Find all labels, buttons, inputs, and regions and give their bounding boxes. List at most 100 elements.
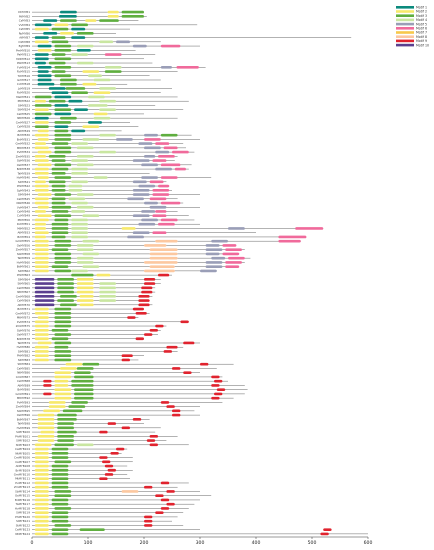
motif-box xyxy=(160,481,170,485)
motif-box xyxy=(54,95,72,99)
motif-box xyxy=(54,133,72,137)
protein-label: PtMYB22 xyxy=(18,99,31,103)
motif-box xyxy=(34,295,55,298)
protein-row: CaMYB66 xyxy=(17,286,156,290)
motif-box xyxy=(54,65,72,69)
protein-label: CmMYB87 xyxy=(16,375,30,379)
motif-box xyxy=(51,328,69,332)
motif-box xyxy=(160,507,170,510)
motif-box xyxy=(183,341,195,345)
motif-box xyxy=(107,422,116,425)
motif-box xyxy=(104,464,114,468)
motif-box xyxy=(180,320,189,324)
motif-box xyxy=(76,278,94,281)
motif-box xyxy=(37,413,55,417)
protein-label: TaMYB117 xyxy=(15,502,31,506)
protein-row: AtMYB29 xyxy=(17,129,122,133)
motif-box xyxy=(71,180,88,184)
motif-box xyxy=(60,295,77,298)
motif-box xyxy=(34,345,49,349)
motif-box xyxy=(51,222,69,226)
motif-box xyxy=(160,65,172,69)
motif-box xyxy=(88,104,108,107)
protein-label: BrMYB90 xyxy=(17,388,30,392)
protein-row: PhMYB82 xyxy=(17,354,144,358)
motif-box xyxy=(60,303,77,307)
protein-label: PhMYB63 xyxy=(17,273,30,277)
motif-box xyxy=(51,265,69,268)
motif-box xyxy=(127,197,144,201)
motif-box xyxy=(57,299,74,302)
motif-box xyxy=(166,405,175,408)
motif-box xyxy=(51,205,72,209)
motif-box xyxy=(71,273,94,277)
protein-row: OsMYB37 xyxy=(17,163,192,167)
motif-box xyxy=(54,388,72,391)
x-tick-label: 500 xyxy=(308,540,317,546)
motif-box xyxy=(88,95,105,99)
motif-box xyxy=(54,490,72,493)
protein-label: ZmMYB35 xyxy=(16,154,30,158)
motif-box xyxy=(51,227,69,230)
motif-box xyxy=(71,129,86,133)
protein-row: CcMYB18 xyxy=(17,82,128,86)
protein-row: BdMYB78 xyxy=(17,337,144,341)
motif-box xyxy=(74,108,88,112)
motif-box xyxy=(54,350,72,353)
motif-box xyxy=(34,36,49,39)
protein-row: PvMYB34 xyxy=(17,150,195,154)
motif-box xyxy=(121,490,139,493)
protein-label: HvMYB118 xyxy=(15,506,30,510)
motif-box xyxy=(121,227,136,230)
protein-label: DhMYB1 xyxy=(18,10,30,14)
motif-box xyxy=(34,451,49,455)
motif-box xyxy=(107,15,119,18)
motif-box xyxy=(51,498,69,502)
motif-box xyxy=(76,163,94,167)
protein-label: SlMYB121 xyxy=(16,519,30,523)
protein-row: GmMYB32 xyxy=(16,142,184,146)
protein-label: GrMYB17 xyxy=(17,78,30,82)
protein-row: GrMYB17 xyxy=(17,78,161,82)
motif-box xyxy=(54,239,72,243)
motif-box xyxy=(48,155,66,158)
protein-label: PpMYB6 xyxy=(19,31,31,35)
protein-row: RcMYB51 xyxy=(17,222,200,226)
motif-box xyxy=(76,299,94,302)
motif-box xyxy=(320,532,329,536)
motif-box xyxy=(34,210,46,213)
protein-row: BnMYB31 xyxy=(17,137,200,141)
motif-box xyxy=(146,439,156,442)
protein-row: GmMYB91 xyxy=(16,392,245,396)
motif-box xyxy=(34,171,49,175)
motif-box xyxy=(34,108,49,112)
motif-box xyxy=(62,409,83,413)
motif-box xyxy=(34,477,49,481)
protein-row: MtMYB33 xyxy=(17,146,186,150)
protein-label: MtMYB33 xyxy=(17,146,30,150)
motif-box xyxy=(54,74,72,78)
motif-box xyxy=(93,91,111,95)
motif-box xyxy=(54,507,72,510)
protein-row: PmMYB10 xyxy=(16,48,136,52)
protein-label: BdMYB97 xyxy=(17,417,31,421)
motif-box xyxy=(34,485,49,489)
motif-box xyxy=(51,502,69,506)
motif-box xyxy=(135,337,144,341)
motif-box xyxy=(34,282,55,285)
motif-box xyxy=(71,91,88,95)
motif-box xyxy=(54,307,72,311)
motif-box xyxy=(166,345,178,349)
protein-row: MiMYB52 xyxy=(17,226,324,230)
motif-box xyxy=(141,286,153,290)
motif-box xyxy=(76,256,94,260)
motif-box xyxy=(34,303,55,307)
protein-label: NtMYB86 xyxy=(17,371,30,375)
motif-box xyxy=(57,418,77,421)
motif-box xyxy=(34,167,49,171)
motif-box xyxy=(211,396,220,400)
motif-box xyxy=(79,295,94,298)
legend-entry: Motif 9 xyxy=(396,39,427,43)
motif-box xyxy=(132,180,147,184)
motif-box xyxy=(34,231,49,235)
